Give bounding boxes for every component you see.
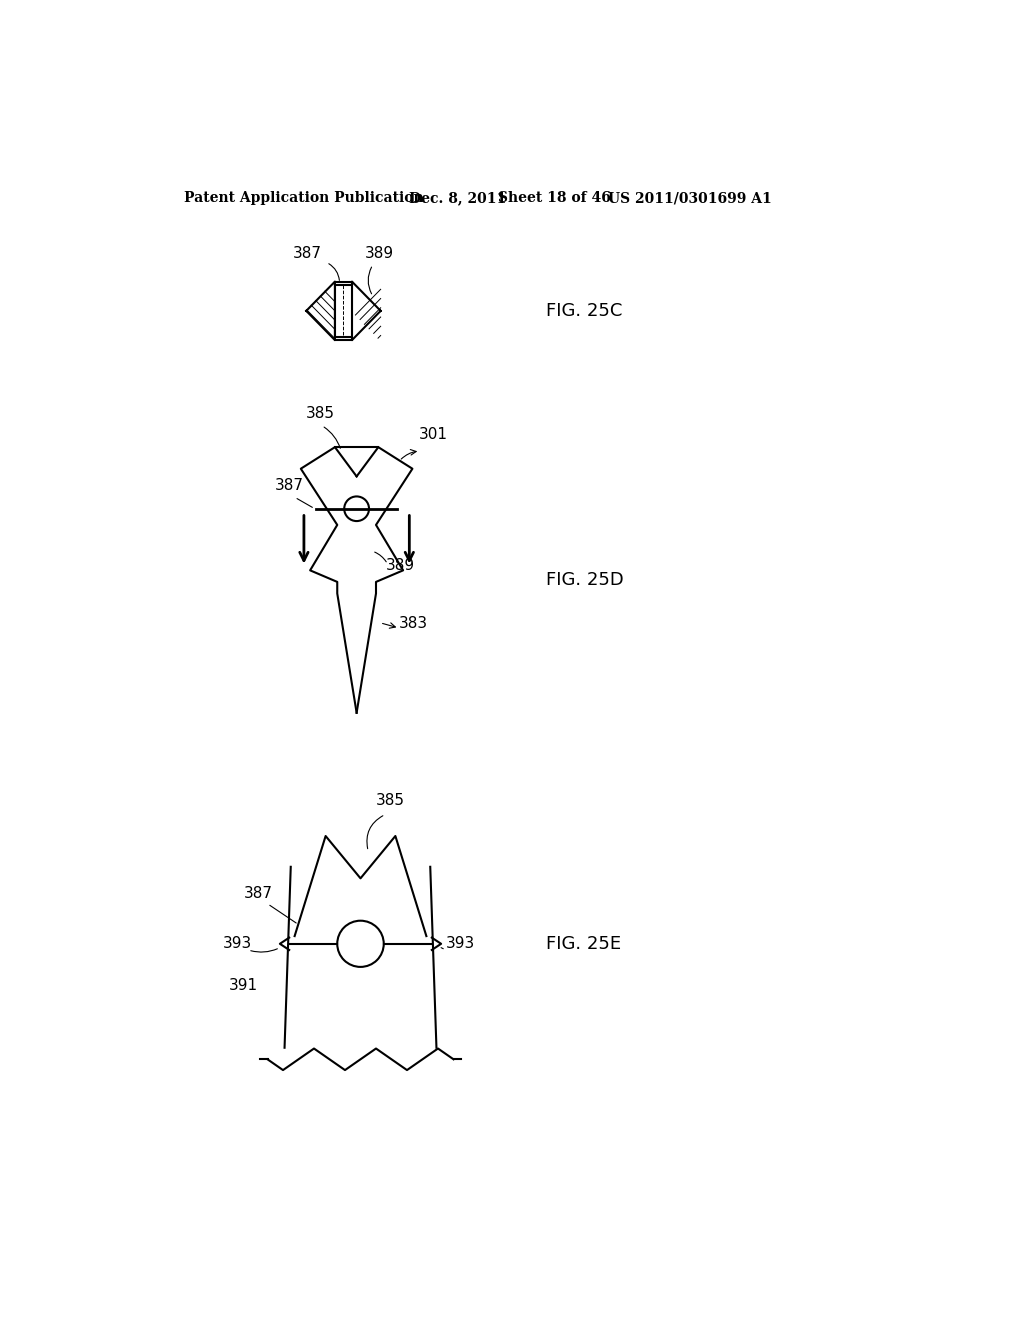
Text: US 2011/0301699 A1: US 2011/0301699 A1 [608, 191, 772, 206]
Text: Sheet 18 of 46: Sheet 18 of 46 [499, 191, 611, 206]
Text: 385: 385 [376, 793, 406, 808]
Text: FIG. 25C: FIG. 25C [547, 302, 623, 319]
Text: 385: 385 [306, 405, 335, 421]
Text: 393: 393 [445, 936, 475, 950]
Text: 387: 387 [275, 478, 304, 492]
Text: 387: 387 [293, 247, 322, 261]
Bar [335, 285, 352, 337]
Text: 389: 389 [386, 558, 415, 573]
Text: 391: 391 [228, 978, 258, 993]
Text: 393: 393 [222, 936, 252, 950]
Text: Patent Application Publication: Patent Application Publication [183, 191, 424, 206]
Text: 383: 383 [399, 616, 428, 631]
Text: 387: 387 [245, 886, 273, 900]
Text: Dec. 8, 2011: Dec. 8, 2011 [409, 191, 506, 206]
Text: 301: 301 [419, 428, 447, 442]
Text: FIG. 25E: FIG. 25E [547, 935, 622, 953]
Text: 389: 389 [366, 247, 394, 261]
Text: FIG. 25D: FIG. 25D [547, 572, 625, 589]
